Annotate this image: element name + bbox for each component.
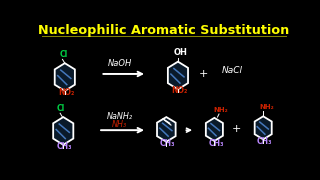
Polygon shape	[157, 117, 176, 142]
Text: CH₃: CH₃	[257, 137, 273, 146]
Text: NO₂: NO₂	[172, 86, 188, 95]
Text: +: +	[199, 69, 208, 79]
Polygon shape	[55, 63, 75, 91]
Text: NaNH₂: NaNH₂	[107, 112, 133, 121]
Text: CH₃: CH₃	[57, 142, 73, 151]
Text: NH₂: NH₂	[214, 107, 228, 113]
Text: NaCl: NaCl	[222, 66, 243, 75]
Text: Cl: Cl	[60, 50, 68, 59]
Text: NH₂: NH₂	[259, 104, 274, 110]
Polygon shape	[255, 116, 272, 139]
Text: NaOH: NaOH	[108, 59, 132, 68]
Text: CH₃: CH₃	[208, 139, 224, 148]
Text: +: +	[232, 124, 242, 134]
Text: Cl: Cl	[56, 104, 65, 113]
Polygon shape	[206, 118, 223, 141]
Text: NO₂: NO₂	[59, 88, 75, 97]
Polygon shape	[168, 62, 188, 89]
Text: NH₃: NH₃	[112, 120, 127, 129]
Text: OH: OH	[173, 48, 187, 57]
Text: CH₃: CH₃	[160, 139, 176, 148]
Polygon shape	[53, 117, 73, 145]
Text: Nucleophilic Aromatic Substitution: Nucleophilic Aromatic Substitution	[38, 24, 290, 37]
